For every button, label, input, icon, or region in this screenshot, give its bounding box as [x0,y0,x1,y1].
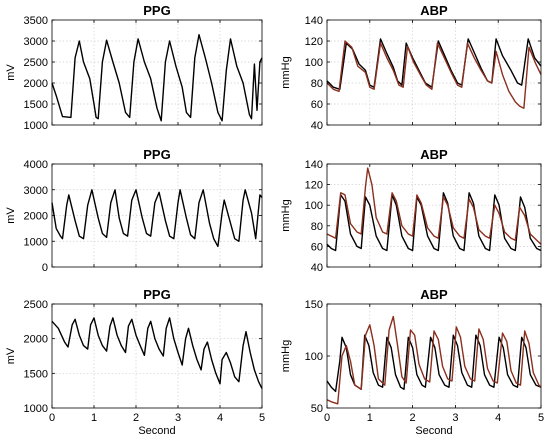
y-tick-label: 50 [311,403,323,415]
y-tick-label: 3000 [24,36,48,48]
series-line-2 [326,40,542,109]
panel-title: PPG [143,287,170,302]
y-tick-label: 120 [305,36,323,48]
x-tick-label: 0 [324,412,330,424]
y-tick-label: 3000 [24,185,48,197]
y-tick-label: 2000 [24,334,48,346]
x-tick-label: 5 [259,412,265,424]
y-tick-label: 1500 [24,99,48,111]
panel-2: 40 60 80 100 120 140 ABP mmHg [280,3,542,132]
x-tick-label: 1 [91,412,97,424]
series-line-1 [326,192,542,252]
y-axis-label: mmHg [280,56,292,88]
series-line-1 [326,334,542,393]
x-tick-label: 4 [495,412,501,424]
x-tick-label: 2 [410,412,416,424]
y-axis-label: mmHg [280,340,292,372]
y-tick-label: 2000 [24,211,48,223]
panel-5: 1000 1500 2000 2500 0 1 2 3 4 5 PPG mV Second [5,287,265,437]
panel-title: PPG [143,147,170,162]
y-tick-label: 80 [311,221,323,233]
panel-6: 50 100 150 0 1 2 3 4 5 ABP mmHg Second [280,287,544,437]
panel-title: ABP [420,147,448,162]
series-line-1 [326,38,542,90]
y-tick-label: 1000 [24,403,48,415]
y-tick-label: 60 [311,241,323,253]
panel-3: 0 1000 2000 3000 4000 PPG mV [5,147,263,274]
series-line-2 [326,315,542,405]
y-axis-label: mmHg [280,199,292,231]
y-tick-label: 140 [305,15,323,27]
series-line-2 [326,167,542,245]
x-tick-label: 4 [217,412,223,424]
y-tick-label: 60 [311,99,323,111]
panel-title: PPG [143,3,170,18]
x-tick-label: 3 [452,412,458,424]
y-tick-label: 1500 [24,368,48,380]
y-tick-label: 150 [305,299,323,311]
x-axis-label: Second [415,425,452,437]
series-line-1 [51,317,263,389]
y-tick-label: 40 [311,262,323,274]
series-line-1 [51,34,263,122]
y-tick-label: 0 [42,262,48,274]
axes-box [326,19,542,126]
panel-4: 40 60 80 100 120 140 ABP mmHg [280,147,542,274]
x-tick-label: 0 [49,412,55,424]
y-tick-label: 2500 [24,57,48,69]
x-tick-label: 5 [538,412,544,424]
y-tick-label: 100 [305,57,323,69]
x-tick-label: 1 [367,412,373,424]
y-tick-label: 100 [305,351,323,363]
y-tick-label: 2500 [24,299,48,311]
y-tick-label: 1000 [24,236,48,248]
y-tick-label: 40 [311,120,323,132]
y-axis-label: mV [5,347,17,364]
y-axis-label: mV [5,207,17,224]
panel-title: ABP [420,287,448,302]
y-tick-label: 120 [305,180,323,192]
x-axis-label: Second [138,425,175,437]
axes-box [326,163,542,268]
panel-title: ABP [420,3,448,18]
series-line-1 [51,189,263,248]
x-tick-label: 3 [175,412,181,424]
panel-1: 1000 1500 2000 2500 3000 3500 PPG mV [5,3,263,132]
y-tick-label: 2000 [24,78,48,90]
y-tick-label: 140 [305,159,323,171]
y-tick-label: 3500 [24,15,48,27]
y-tick-label: 1000 [24,120,48,132]
y-axis-label: mV [5,64,17,81]
y-tick-label: 80 [311,78,323,90]
axes-box [51,19,263,126]
axes-box [51,303,263,409]
y-tick-label: 4000 [24,159,48,171]
y-tick-label: 100 [305,200,323,212]
x-tick-label: 2 [133,412,139,424]
